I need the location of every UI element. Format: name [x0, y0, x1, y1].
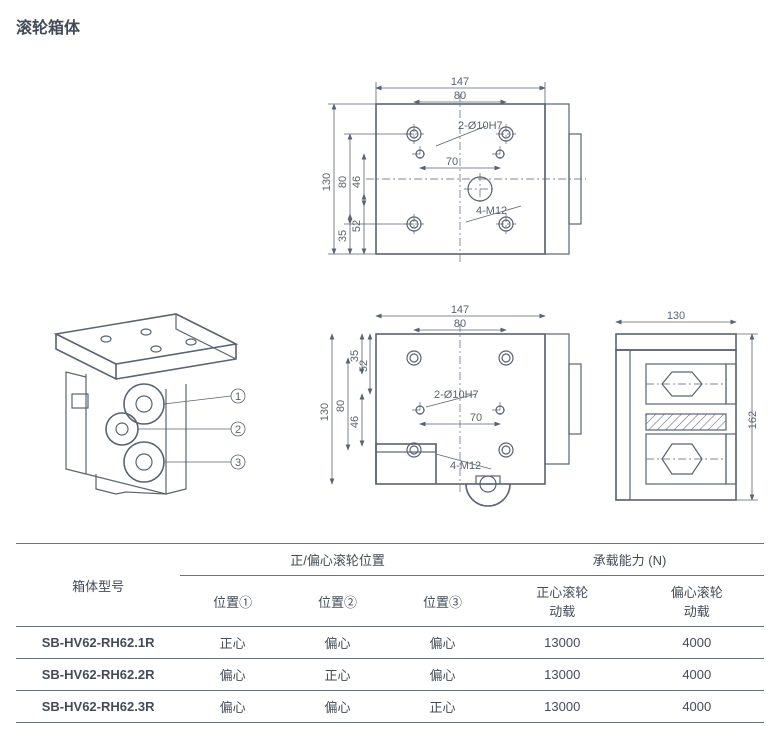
th-model: 箱体型号: [16, 544, 180, 627]
th-pos2: 位置②: [285, 576, 390, 627]
page-title: 滚轮箱体: [16, 14, 765, 38]
th-group-pos: 正/偏心滚轮位置: [180, 544, 495, 576]
th-cap2: 偏心滚轮 动载: [630, 576, 764, 627]
dim-130: 130: [321, 173, 333, 191]
technical-drawings: 147 80 70 130 80 46 52 35 2-Ø10H7 4-M12: [16, 44, 765, 519]
table-row: SB-HV62-RH62.3R 偏心 偏心 正心 13000 4000: [16, 691, 764, 723]
svg-text:130: 130: [319, 403, 331, 421]
th-group-cap: 承载能力 (N): [495, 544, 764, 576]
spec-table: 箱体型号 正/偏心滚轮位置 承载能力 (N) 位置① 位置② 位置③ 正心滚轮 …: [16, 543, 764, 723]
th-cap1: 正心滚轮 动载: [495, 576, 630, 627]
svg-text:80: 80: [335, 400, 347, 412]
callout-1: 1: [235, 391, 241, 403]
front-view: 147 80 70 130 80 46 35 52 2-Ø10H7 4-M12: [319, 304, 581, 506]
table-row: SB-HV62-RH62.2R 偏心 正心 偏心 13000 4000: [16, 659, 764, 691]
dim-70: 70: [446, 156, 458, 168]
callout-2: 2: [235, 424, 241, 436]
table-row: SB-HV62-RH62.1R 正心 偏心 偏心 13000 4000: [16, 627, 764, 659]
callout-3: 3: [235, 457, 241, 469]
dim-52: 52: [351, 220, 363, 232]
dim-35: 35: [337, 230, 349, 242]
th-pos1: 位置①: [180, 576, 285, 627]
dim-147: 147: [451, 76, 469, 88]
svg-text:147: 147: [451, 304, 469, 316]
svg-text:70: 70: [470, 412, 482, 424]
svg-text:80: 80: [454, 318, 466, 330]
svg-text:2-Ø10H7: 2-Ø10H7: [434, 389, 479, 401]
dim-80v: 80: [337, 176, 349, 188]
svg-text:52: 52: [358, 360, 370, 372]
svg-text:162: 162: [747, 411, 759, 429]
svg-text:4-M12: 4-M12: [450, 460, 481, 472]
side-view: 130 162: [616, 310, 759, 500]
dim-46: 46: [351, 176, 363, 188]
isometric-view: 1 2 3: [56, 314, 245, 494]
dim-80: 80: [454, 90, 466, 102]
top-view: 147 80 70 130 80 46 52 35 2-Ø10H7 4-M12: [321, 76, 586, 264]
svg-text:130: 130: [667, 310, 685, 322]
callout-4-m12: 4-M12: [476, 205, 507, 217]
callout-2-10h7: 2-Ø10H7: [458, 120, 503, 132]
th-pos3: 位置③: [390, 576, 495, 627]
svg-text:46: 46: [349, 416, 361, 428]
